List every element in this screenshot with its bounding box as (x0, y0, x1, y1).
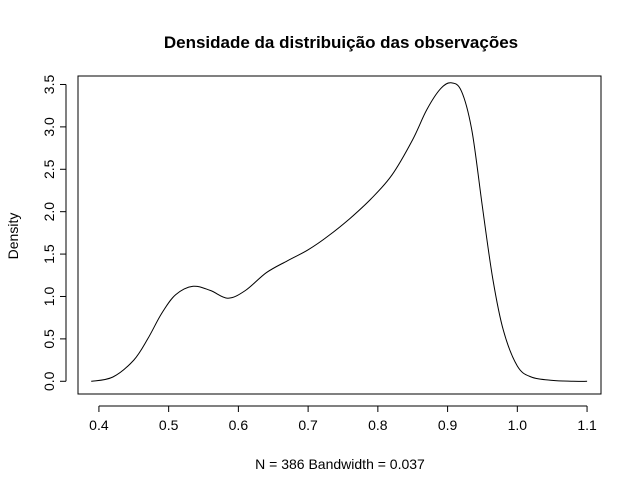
chart-title: Densidade da distribuição das observaçõe… (164, 33, 518, 52)
plot-frame (77, 75, 602, 395)
y-tick-label: 2.0 (41, 202, 57, 222)
x-tick-label: 0.5 (159, 417, 179, 433)
x-tick-label: 0.7 (298, 417, 318, 433)
y-tick-label: 1.5 (41, 244, 57, 264)
y-tick-label: 0.5 (41, 329, 57, 349)
x-tick-label: 0.4 (89, 417, 109, 433)
y-axis-label: Density (5, 213, 21, 260)
y-tick-label: 0.0 (41, 371, 57, 391)
y-tick-label: 2.5 (41, 159, 57, 179)
density-curve (91, 82, 588, 382)
y-tick-label: 3.5 (41, 75, 57, 95)
x-tick-label: 0.6 (229, 417, 249, 433)
y-axis: 0.0 0.5 1.0 1.5 2.0 2.5 3.0 3.5 (41, 75, 67, 391)
x-tick-label: 1.0 (508, 417, 528, 433)
y-tick-label: 1.0 (41, 287, 57, 307)
x-axis: 0.4 0.5 0.6 0.7 0.8 0.9 1.0 1.1 (89, 405, 597, 433)
x-axis-label: N = 386 Bandwidth = 0.037 (255, 456, 425, 472)
x-tick-label: 0.9 (438, 417, 458, 433)
x-tick-label: 1.1 (577, 417, 597, 433)
x-tick-label: 0.8 (368, 417, 388, 433)
y-tick-label: 3.0 (41, 117, 57, 137)
